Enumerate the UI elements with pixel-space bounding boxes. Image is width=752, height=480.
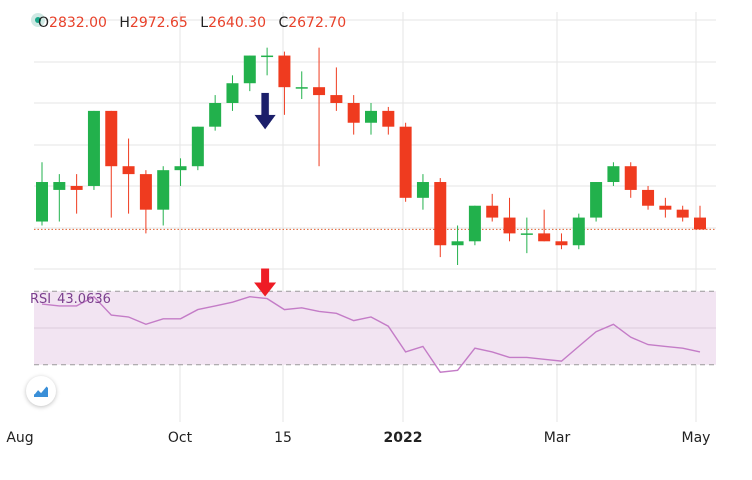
x-tick-label-2: 15 (274, 430, 292, 446)
rsi-legend: RSI 43.0636 (30, 292, 111, 307)
x-tick-label-1: Oct (167, 430, 193, 446)
candle-body-28 (520, 233, 533, 235)
high-key: H (119, 15, 130, 31)
chart-settings-glyph (33, 385, 48, 397)
candle-body-0 (36, 182, 48, 222)
x-tick-label-3: 2022 (383, 430, 423, 446)
candle-body-31 (572, 217, 585, 246)
candle-body-32 (590, 182, 603, 218)
candle-body-19 (365, 110, 377, 123)
candle-body-30 (555, 241, 568, 246)
candle-body-29 (538, 233, 551, 242)
chart-settings-icon[interactable] (26, 376, 56, 406)
candle-body-11 (226, 83, 239, 103)
low-value: 2640.30 (208, 15, 266, 31)
candle-body-3 (87, 110, 100, 186)
rsi-value: 43.0636 (57, 292, 111, 307)
candle-body-1 (53, 182, 66, 190)
menu-dot-icon[interactable] (31, 13, 45, 27)
low-key: L (200, 15, 209, 31)
candle-body-14 (278, 55, 291, 88)
price-marker-arrow-0 (253, 92, 277, 131)
ohlc-legend: O2832.00 H2972.65 L2640.30 C2672.70 (38, 15, 354, 31)
candle-body-7 (157, 170, 170, 210)
candle-body-8 (174, 166, 187, 171)
candle-body-36 (659, 205, 672, 210)
close-key: C (278, 15, 289, 31)
candle-body-37 (676, 209, 689, 218)
candle-body-2 (70, 185, 83, 190)
candle-body-12 (243, 55, 256, 84)
candle-body-4 (105, 110, 118, 167)
high-value: 2972.65 (129, 15, 188, 31)
rsi-line (41, 295, 701, 373)
candle-body-35 (642, 189, 655, 206)
rsi-name: RSI (30, 292, 52, 307)
candle-body-22 (416, 182, 429, 198)
candle-body-5 (122, 166, 135, 175)
candle-body-10 (209, 102, 222, 127)
candle-body-6 (139, 174, 152, 210)
candle-body-9 (191, 126, 204, 167)
candle-body-13 (261, 55, 274, 58)
candle-body-20 (382, 110, 395, 127)
candle-body-15 (295, 87, 308, 89)
close-value: 2672.70 (288, 15, 347, 31)
candle-body-33 (607, 166, 620, 183)
x-tick-label-4: Mar (543, 430, 571, 446)
candle-body-34 (624, 166, 637, 190)
candle-body-17 (330, 95, 343, 103)
rsi-marker-arrow-0 (254, 268, 277, 297)
candle-body-26 (486, 205, 499, 218)
candle-body-38 (694, 217, 706, 230)
open-key: O (38, 15, 50, 31)
candle-body-24 (451, 241, 464, 246)
candle-body-23 (434, 182, 447, 246)
candle-body-21 (399, 126, 412, 198)
candle-body-25 (468, 205, 481, 242)
x-tick-label-5: May (681, 430, 711, 446)
x-tick-label-0: Aug (6, 430, 34, 446)
candle-body-18 (347, 102, 360, 123)
candle-body-16 (313, 87, 326, 96)
open-value: 2832.00 (49, 15, 107, 31)
candle-body-27 (503, 217, 516, 234)
